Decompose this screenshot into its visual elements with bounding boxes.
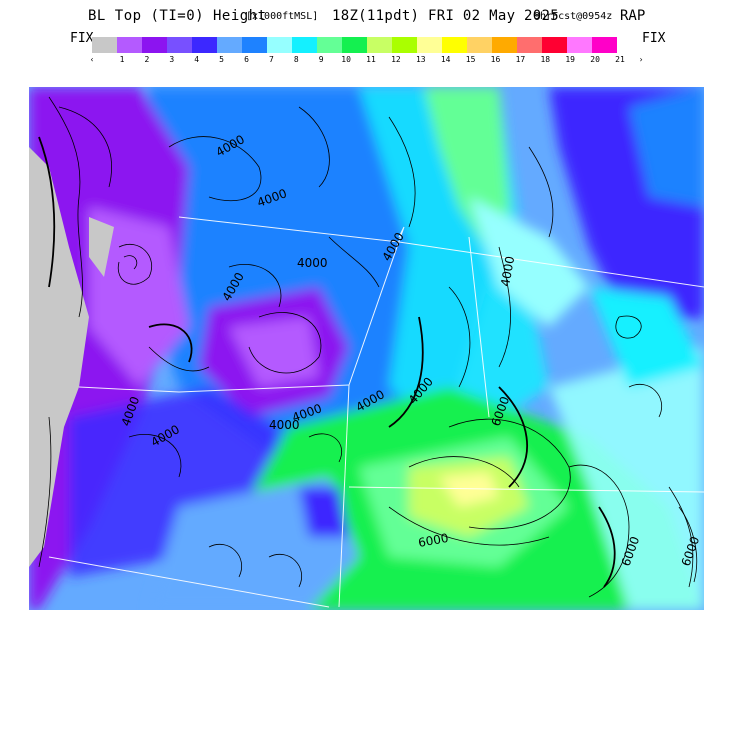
color-legend-ticks: ‹ › 1 2 3 4 5 6 7 8 9 10 11 12 13 14 15 16 17 18 19 20 21 xyxy=(80,55,660,69)
legend-swatch xyxy=(117,37,142,53)
legend-tick-label: 20 xyxy=(590,55,600,64)
contour-label: 4000 xyxy=(269,418,300,432)
legend-swatch xyxy=(442,37,467,53)
height-field xyxy=(29,87,704,610)
legend-swatch xyxy=(542,37,567,53)
contour-label: 4000 xyxy=(297,256,328,270)
legend-swatch xyxy=(217,37,242,53)
title-main: BL Top (TI=0) Height xyxy=(88,8,267,24)
legend-swatch xyxy=(417,37,442,53)
legend-fix-right: FIX xyxy=(642,31,666,46)
legend-swatch xyxy=(367,37,392,53)
contour-label: 6000 xyxy=(417,531,450,550)
legend-tick-label: 2 xyxy=(144,55,150,64)
state-borders xyxy=(48,216,704,608)
legend-tick-label: 15 xyxy=(465,55,476,64)
legend-tick-label: 7 xyxy=(268,55,274,64)
color-legend-bar xyxy=(92,37,617,53)
legend-tick-label: 18 xyxy=(540,55,551,64)
legend-tick-label: 8 xyxy=(293,55,299,64)
legend-swatch xyxy=(142,37,167,53)
legend-tick-label: 6 xyxy=(244,55,249,64)
title-model: RAP xyxy=(620,8,646,24)
legend-fix-left: FIX xyxy=(70,31,94,46)
legend-tick-label: 5 xyxy=(219,55,225,64)
legend-tick-label: 1 xyxy=(119,55,125,64)
legend-tick-label: 4 xyxy=(194,55,200,64)
legend-swatch xyxy=(92,37,117,53)
legend-arrow-right: › xyxy=(638,55,644,64)
legend-swatch xyxy=(467,37,492,53)
legend-tick-label: 10 xyxy=(341,55,351,64)
legend-tick-label: 21 xyxy=(615,55,625,64)
legend-tick-label: 17 xyxy=(515,55,526,64)
title-units: [x1000ftMSL] xyxy=(246,11,319,22)
map-panel: 4000 4000 4000 4000 4000 4000 4000 4000 4000 4000… xyxy=(29,87,704,610)
legend-swatch xyxy=(567,37,592,53)
legend-tick-label: 12 xyxy=(391,55,401,64)
legend-tick-label: 14 xyxy=(440,55,451,64)
legend-swatch xyxy=(592,37,617,53)
legend-tick-label: 3 xyxy=(169,55,175,64)
legend-arrow-left: ‹ xyxy=(89,55,95,64)
legend-tick-label: 19 xyxy=(565,55,576,64)
legend-tick-label: 11 xyxy=(366,55,376,64)
legend-swatch xyxy=(242,37,267,53)
legend-tick-label: 16 xyxy=(490,55,501,64)
title-forecast: 9hrFcst@0954z xyxy=(534,11,613,22)
contour-lines xyxy=(38,96,698,598)
map-title: BL Top (TI=0) Height [x1000ftMSL] 18Z(11… xyxy=(0,8,734,28)
legend-swatch xyxy=(517,37,542,53)
contour-label: 4000 xyxy=(498,255,517,288)
legend-swatch xyxy=(292,37,317,53)
legend-swatch xyxy=(167,37,192,53)
legend-swatch xyxy=(267,37,292,53)
inland-water xyxy=(89,217,114,277)
legend-swatch xyxy=(392,37,417,53)
ocean-mask xyxy=(29,147,89,567)
title-valid-time: 18Z(11pdt) FRI 02 May 2025 xyxy=(332,8,559,24)
legend-swatch xyxy=(342,37,367,53)
legend-swatch xyxy=(317,37,342,53)
legend-tick-label: 13 xyxy=(415,55,426,64)
legend-swatch xyxy=(492,37,517,53)
contour-lines-bold xyxy=(38,136,616,588)
legend-tick-label: 9 xyxy=(318,55,324,64)
legend-swatch xyxy=(192,37,217,53)
